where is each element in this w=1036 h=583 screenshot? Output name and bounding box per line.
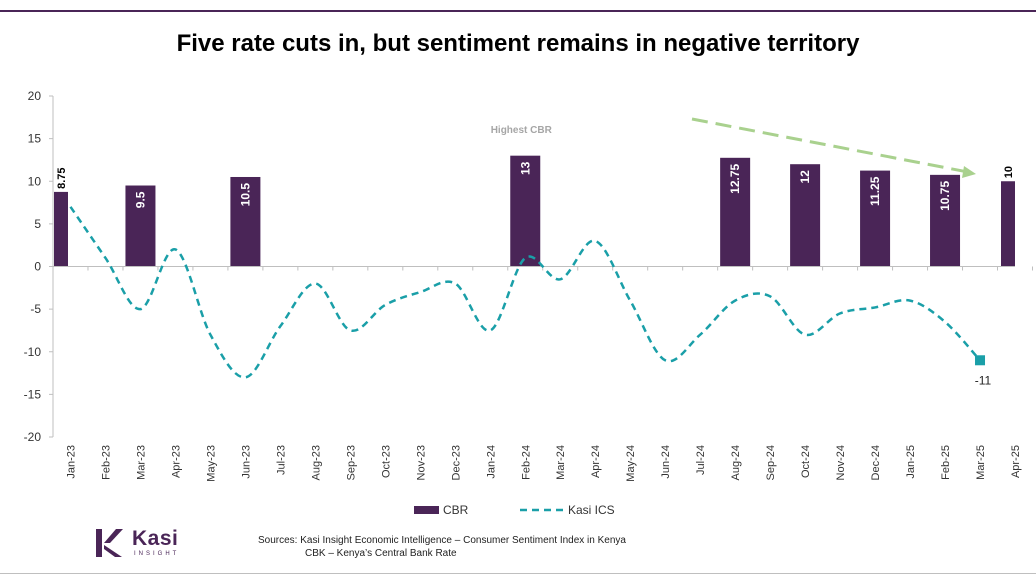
cbr-data-label: 8.75 <box>56 167 68 188</box>
legend-cbr-swatch <box>414 506 439 514</box>
x-tick-label: Feb-24 <box>520 445 532 480</box>
x-tick-label: Aug-24 <box>730 445 742 480</box>
cbr-bar <box>720 157 751 267</box>
x-tick-label: Sep-24 <box>765 445 777 480</box>
logo-name: Kasi <box>132 527 179 550</box>
x-tick-label: May-23 <box>205 445 217 482</box>
x-tick-label: Mar-25 <box>975 445 987 480</box>
x-tick-label: Jun-23 <box>240 445 252 479</box>
legend-ics-label: Kasi ICS <box>568 503 615 517</box>
chart-title: Five rate cuts in, but sentiment remains… <box>176 30 860 57</box>
cbr-data-label: 12 <box>798 170 812 184</box>
y-tick-label: 10 <box>28 174 42 188</box>
ics-last-point <box>975 355 986 366</box>
kasi-logo: Kasi INSIGHT <box>92 527 212 559</box>
cbr-bar <box>790 164 821 267</box>
x-tick-label: Mar-24 <box>555 445 567 480</box>
source-line-1: Sources: Kasi Insight Economic Intellige… <box>258 535 626 546</box>
x-tick-label: Dec-23 <box>450 445 462 480</box>
trend-arrow-head <box>962 166 976 178</box>
top-rule <box>0 10 1036 12</box>
cbr-bar <box>930 174 961 267</box>
y-tick-label: -5 <box>30 302 41 316</box>
ics-line <box>69 206 981 379</box>
logo-subtitle: INSIGHT <box>134 551 180 557</box>
ics-last-value-label: -11 <box>975 373 992 387</box>
x-tick-label: Nov-24 <box>835 445 847 480</box>
x-tick-label: Oct-24 <box>800 445 812 478</box>
x-tick-label: Feb-23 <box>100 445 112 480</box>
highest-cbr-annotation: Highest CBR <box>491 125 553 136</box>
bottom-rule <box>0 573 1036 574</box>
y-tick-label: 15 <box>28 132 42 146</box>
kasi-logo-icon <box>96 529 123 557</box>
x-tick-label: Apr-25 <box>1010 445 1022 478</box>
x-tick-label: Apr-23 <box>170 445 182 478</box>
cbr-data-label: 10 <box>1003 166 1015 178</box>
y-tick-label: 0 <box>34 260 41 274</box>
x-tick-label: Aug-23 <box>310 445 322 480</box>
x-tick-label: Dec-24 <box>870 445 882 480</box>
cbr-data-label: 13 <box>518 161 532 175</box>
cbr-bar <box>125 185 156 267</box>
x-tick-label: Feb-25 <box>940 445 952 480</box>
cbr-data-label: 9.5 <box>133 191 147 208</box>
cbr-data-label: 10.75 <box>938 181 952 211</box>
cbr-bar <box>860 170 891 267</box>
x-tick-label: Mar-23 <box>135 445 147 480</box>
y-tick-label: -10 <box>24 345 42 359</box>
x-tick-label: Jul-23 <box>275 445 287 475</box>
cbr-bar <box>230 176 261 267</box>
cbr-data-label: 10.5 <box>238 183 252 207</box>
cbr-bar <box>510 155 541 267</box>
x-tick-label: Jan-23 <box>65 445 77 479</box>
y-tick-label: 20 <box>28 89 42 103</box>
x-tick-label: Jun-24 <box>660 445 672 479</box>
source-note: Sources: Kasi Insight Economic Intellige… <box>258 534 626 560</box>
x-tick-label: Sep-23 <box>345 445 357 480</box>
legend-cbr-label: CBR <box>443 503 469 517</box>
x-tick-label: Jul-24 <box>695 445 707 475</box>
x-tick-label: Apr-24 <box>590 445 602 478</box>
x-tick-label: Nov-23 <box>415 445 427 480</box>
y-tick-label: 5 <box>34 217 41 231</box>
y-tick-label: -15 <box>24 387 42 401</box>
x-tick-label: May-24 <box>625 445 637 482</box>
cbr-data-label: 12.75 <box>728 163 742 193</box>
y-tick-label: -20 <box>24 430 42 444</box>
cbr-data-label: 11.25 <box>868 176 882 206</box>
source-line-2: CBK – Kenya’s Central Bank Rate <box>305 548 457 559</box>
cbr-bar <box>1001 181 1015 267</box>
cbr-bar <box>54 191 68 267</box>
x-tick-label: Oct-23 <box>380 445 392 478</box>
x-tick-label: Jan-24 <box>485 445 497 479</box>
x-tick-label: Jan-25 <box>905 445 917 479</box>
